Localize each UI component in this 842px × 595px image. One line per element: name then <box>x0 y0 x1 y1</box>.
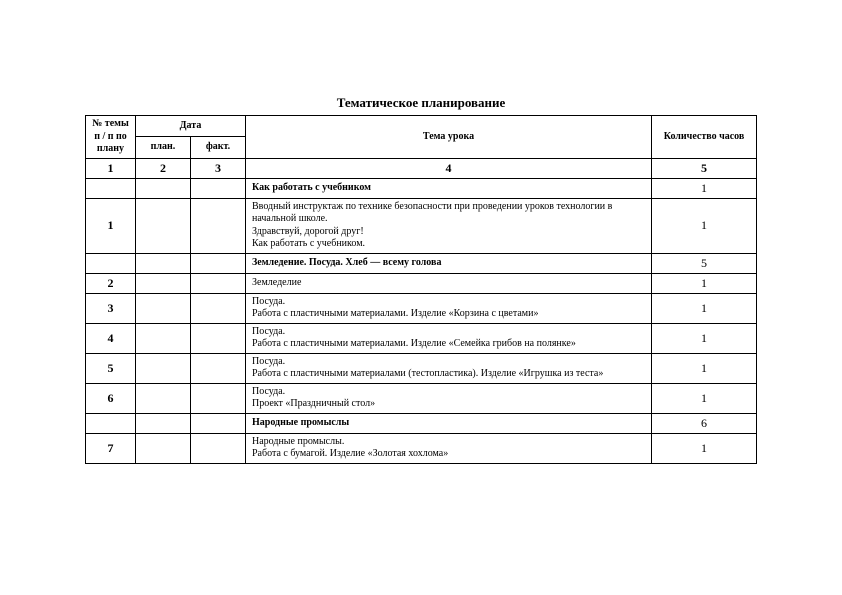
row-num: 6 <box>86 383 136 413</box>
row-fakt <box>191 178 246 198</box>
row-hours: 1 <box>652 198 757 253</box>
row-hours: 1 <box>652 293 757 323</box>
row-tema: Земледелие <box>246 273 652 293</box>
row-num <box>86 178 136 198</box>
table-row: 4 Посуда.Работа с пластичными материалами… <box>86 323 757 353</box>
row-plan <box>136 178 191 198</box>
row-hours: 1 <box>652 323 757 353</box>
row-plan <box>136 433 191 463</box>
table-row: 3 Посуда.Работа с пластичными материалами… <box>86 293 757 323</box>
header-date: Дата <box>136 116 246 137</box>
row-fakt <box>191 383 246 413</box>
row-hours: 1 <box>652 353 757 383</box>
row-plan <box>136 383 191 413</box>
planning-table: № темы п / п по плану Дата Тема урока Ко… <box>85 115 757 464</box>
colnum-row: 1 2 3 4 5 <box>86 158 757 178</box>
row-fakt <box>191 273 246 293</box>
table-row: 6 Посуда.Проект «Праздничный стол»1 <box>86 383 757 413</box>
table-row: Земледение. Посуда. Хлеб — всему голова5 <box>86 253 757 273</box>
row-plan <box>136 293 191 323</box>
row-tema: Народные промыслы <box>246 413 652 433</box>
row-fakt <box>191 433 246 463</box>
table-row: 7 Народные промыслы. Работа с бумагой. Из… <box>86 433 757 463</box>
header-plan: план. <box>136 137 191 158</box>
row-num <box>86 253 136 273</box>
row-num: 5 <box>86 353 136 383</box>
row-hours: 1 <box>652 433 757 463</box>
table-row: 2 Земледелие1 <box>86 273 757 293</box>
row-num: 1 <box>86 198 136 253</box>
colnum-4: 4 <box>246 158 652 178</box>
row-tema: Посуда.Работа с пластичными материалами.… <box>246 323 652 353</box>
row-num: 3 <box>86 293 136 323</box>
row-hours: 1 <box>652 178 757 198</box>
row-hours: 5 <box>652 253 757 273</box>
row-tema: Посуда.Работа с пластичными материалами.… <box>246 293 652 323</box>
table-body: № темы п / п по плану Дата Тема урока Ко… <box>86 116 757 179</box>
row-fakt <box>191 253 246 273</box>
page-title: Тематическое планирование <box>85 95 757 111</box>
header-fakt: факт. <box>191 137 246 158</box>
row-plan <box>136 413 191 433</box>
row-num: 2 <box>86 273 136 293</box>
row-plan <box>136 323 191 353</box>
table-row: Народные промыслы6 <box>86 413 757 433</box>
rows-body: Как работать с учебником11Вводный инстру… <box>86 178 757 463</box>
table-row: Как работать с учебником1 <box>86 178 757 198</box>
header-hours: Количество часов <box>652 116 757 159</box>
colnum-3: 3 <box>191 158 246 178</box>
row-fakt <box>191 323 246 353</box>
colnum-1: 1 <box>86 158 136 178</box>
row-tema: Как работать с учебником <box>246 178 652 198</box>
colnum-2: 2 <box>136 158 191 178</box>
row-fakt <box>191 353 246 383</box>
row-fakt <box>191 198 246 253</box>
table-row: 5 Посуда.Работа с пластичными материалами… <box>86 353 757 383</box>
row-num: 7 <box>86 433 136 463</box>
colnum-5: 5 <box>652 158 757 178</box>
table-row: 1Вводный инструктаж по технике безопасно… <box>86 198 757 253</box>
row-fakt <box>191 413 246 433</box>
row-num <box>86 413 136 433</box>
row-fakt <box>191 293 246 323</box>
row-tema: Вводный инструктаж по технике безопаснос… <box>246 198 652 253</box>
row-hours: 6 <box>652 413 757 433</box>
row-plan <box>136 198 191 253</box>
row-tema: Народные промыслы. Работа с бумагой. Изд… <box>246 433 652 463</box>
row-plan <box>136 253 191 273</box>
header-row-1: № темы п / п по плану Дата Тема урока Ко… <box>86 116 757 137</box>
row-tema: Посуда.Работа с пластичными материалами … <box>246 353 652 383</box>
row-num: 4 <box>86 323 136 353</box>
row-plan <box>136 273 191 293</box>
row-hours: 1 <box>652 383 757 413</box>
header-tema: Тема урока <box>246 116 652 159</box>
header-num: № темы п / п по плану <box>86 116 136 159</box>
row-tema: Земледение. Посуда. Хлеб — всему голова <box>246 253 652 273</box>
row-tema: Посуда.Проект «Праздничный стол» <box>246 383 652 413</box>
row-hours: 1 <box>652 273 757 293</box>
row-plan <box>136 353 191 383</box>
